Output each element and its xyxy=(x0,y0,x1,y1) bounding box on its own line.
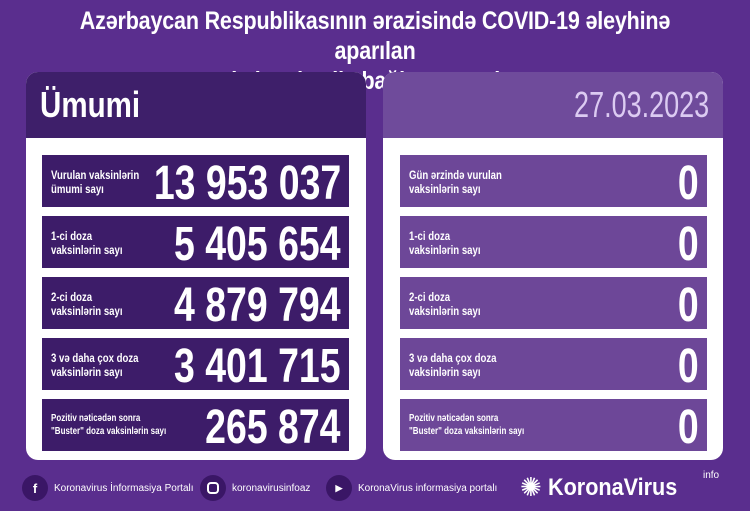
stat-row: 1-ci doza vaksinlərin sayı 0 xyxy=(400,216,707,271)
stat-row: Vurulan vaksinlərin ümumi sayı 13 953 037 xyxy=(42,155,349,210)
title-line-1: Azərbaycan Respublikasının ərazisində CO… xyxy=(79,7,671,65)
instagram-icon xyxy=(200,475,226,501)
stat-value: 0 xyxy=(678,401,699,454)
total-heading: Ümumi xyxy=(40,84,141,125)
stat-value: 0 xyxy=(678,218,699,271)
youtube-icon: ▶ xyxy=(326,475,352,501)
total-header: Ümumi xyxy=(26,72,366,138)
stat-value: 5 405 654 xyxy=(174,218,341,271)
footer: f Koronavirus İnformasiya Portalı koronav… xyxy=(0,470,750,506)
youtube-link[interactable]: ▶ KoronaVirus informasiya portalı xyxy=(326,475,497,501)
stat-value: 265 874 xyxy=(205,401,341,454)
stat-label: Vurulan vaksinlərin ümumi sayı xyxy=(51,168,140,196)
stat-label: Pozitiv nəticədən sonra "Buster" doza vak… xyxy=(51,413,167,437)
daily-panel: 27.03.2023 Gün ərzində vurulan vaksinləri… xyxy=(383,72,723,460)
stat-row: Pozitiv nəticədən sonra "Buster" doza vak… xyxy=(42,399,349,454)
stat-value: 4 879 794 xyxy=(174,279,341,332)
stat-value: 13 953 037 xyxy=(153,157,341,210)
stat-row: 2-ci doza vaksinlərin sayı 4 879 794 xyxy=(42,277,349,332)
stat-label: Pozitiv nəticədən sonra "Buster" doza vak… xyxy=(409,413,525,437)
date: 27.03.2023 xyxy=(573,84,709,125)
virus-logo-icon: ✺ xyxy=(520,472,542,502)
stat-row: 2-ci doza vaksinlərin sayı 0 xyxy=(400,277,707,332)
stat-value: 0 xyxy=(678,340,699,393)
total-panel: Ümumi Vurulan vaksinlərin ümumi sayı 13 95… xyxy=(26,72,366,460)
stat-row: Gün ərzində vurulan vaksinlərin sayı 0 xyxy=(400,155,707,210)
facebook-link[interactable]: f Koronavirus İnformasiya Portalı xyxy=(22,475,194,501)
koronavirus-logo: ✺ KoronaVirus info xyxy=(520,470,720,502)
facebook-icon: f xyxy=(22,475,48,501)
stat-value: 3 401 715 xyxy=(174,340,341,393)
stat-row: Pozitiv nəticədən sonra "Buster" doza vak… xyxy=(400,399,707,454)
stat-label: 3 və daha çox doza vaksinlərin sayı xyxy=(409,351,497,379)
stat-label: 3 və daha çox doza vaksinlərin sayı xyxy=(51,351,139,379)
stat-row: 3 və daha çox doza vaksinlərin sayı 0 xyxy=(400,338,707,393)
instagram-link[interactable]: koronavirusinfoaz xyxy=(200,475,310,501)
stat-row: 1-ci doza vaksinlərin sayı 5 405 654 xyxy=(42,216,349,271)
stat-value: 0 xyxy=(678,279,699,332)
stat-label: Gün ərzində vurulan vaksinlərin sayı xyxy=(409,168,502,196)
stat-label: 2-ci doza vaksinlərin sayı xyxy=(51,290,123,318)
date-header: 27.03.2023 xyxy=(383,72,723,138)
stat-row: 3 və daha çox doza vaksinlərin sayı 3 401 … xyxy=(42,338,349,393)
stat-label: 2-ci doza vaksinlərin sayı xyxy=(409,290,481,318)
stat-label: 1-ci doza vaksinlərin sayı xyxy=(51,229,123,257)
stat-label: 1-ci doza vaksinlərin sayı xyxy=(409,229,481,257)
stat-value: 0 xyxy=(678,157,699,210)
